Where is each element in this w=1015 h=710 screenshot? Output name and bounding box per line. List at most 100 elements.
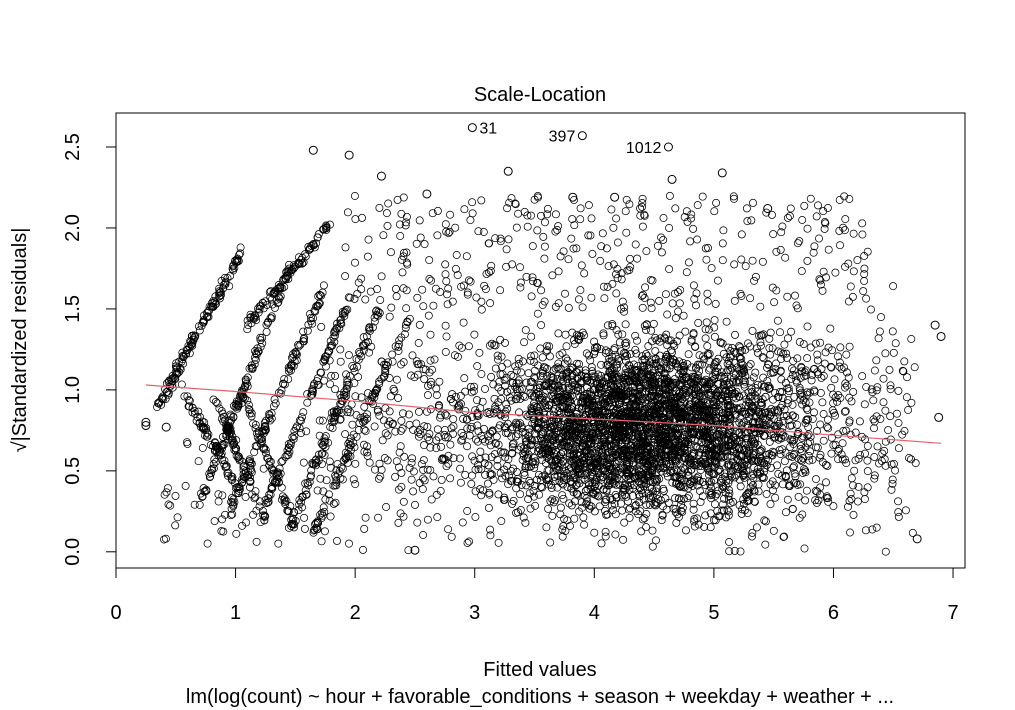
data-point — [555, 351, 564, 359]
data-point — [260, 418, 269, 427]
data-point — [361, 513, 370, 522]
data-point — [568, 328, 577, 337]
data-point — [842, 350, 851, 359]
data-point — [739, 367, 748, 375]
data-point — [702, 318, 711, 327]
data-point — [545, 433, 553, 442]
data-point — [674, 494, 683, 503]
data-point — [629, 360, 638, 369]
data-point — [197, 321, 206, 330]
data-point — [649, 434, 658, 442]
data-point — [204, 307, 213, 316]
data-point — [166, 379, 175, 388]
data-point — [171, 374, 179, 383]
data-point — [586, 485, 595, 494]
data-point — [262, 327, 271, 336]
data-point — [771, 481, 780, 490]
data-point — [331, 385, 339, 394]
data-point — [487, 372, 496, 381]
data-point — [551, 405, 560, 413]
data-point — [575, 360, 584, 369]
data-point — [349, 430, 358, 439]
data-point — [607, 366, 616, 374]
data-point — [608, 320, 617, 329]
data-point — [507, 370, 516, 379]
data-point — [674, 447, 683, 456]
data-point — [428, 365, 436, 374]
data-point — [756, 341, 765, 350]
data-point — [551, 364, 560, 373]
data-point — [580, 475, 589, 484]
data-point — [240, 462, 249, 471]
data-point — [466, 424, 475, 433]
data-point — [870, 417, 879, 426]
data-point — [313, 518, 322, 527]
data-point — [501, 382, 510, 390]
data-point — [489, 475, 498, 484]
data-point — [557, 449, 565, 458]
data-point — [695, 401, 704, 410]
data-point — [248, 364, 257, 373]
data-point — [679, 482, 688, 491]
data-point — [677, 379, 686, 388]
data-point — [673, 393, 682, 402]
data-point — [813, 487, 822, 496]
data-point — [392, 457, 401, 466]
data-point — [581, 454, 590, 463]
data-point — [326, 463, 335, 472]
data-point — [668, 468, 677, 477]
data-point — [333, 460, 342, 468]
data-point — [625, 513, 634, 522]
data-point — [239, 385, 248, 394]
data-point — [558, 532, 567, 541]
data-point — [381, 429, 390, 438]
data-point — [433, 513, 442, 522]
data-point — [561, 409, 570, 417]
data-point — [874, 334, 883, 343]
data-point — [344, 293, 353, 302]
data-point — [207, 469, 216, 478]
data-point — [494, 490, 503, 499]
data-point — [434, 403, 443, 412]
data-point — [397, 416, 406, 425]
data-point — [477, 432, 486, 440]
data-point — [556, 455, 565, 464]
data-point — [693, 443, 702, 451]
data-point — [435, 377, 444, 386]
data-point — [583, 377, 592, 385]
data-point — [531, 389, 540, 398]
data-point — [628, 466, 637, 475]
data-point — [660, 451, 668, 460]
data-point — [562, 392, 571, 401]
data-point — [385, 374, 394, 382]
data-point — [711, 407, 720, 416]
data-point — [722, 317, 731, 326]
data-point — [829, 502, 838, 511]
data-point — [255, 305, 264, 314]
data-point — [570, 446, 578, 455]
data-point — [313, 233, 322, 242]
data-point — [776, 450, 785, 458]
data-point — [717, 479, 726, 487]
data-point — [315, 299, 324, 308]
data-point — [185, 396, 194, 405]
data-point — [615, 338, 624, 347]
data-point — [801, 419, 810, 427]
data-point — [715, 372, 724, 381]
data-point — [838, 439, 847, 448]
data-point — [243, 396, 252, 405]
data-point — [602, 442, 611, 451]
data-point — [591, 422, 600, 431]
data-point — [769, 395, 778, 404]
data-point — [540, 439, 549, 448]
data-point — [419, 365, 428, 374]
data-point — [360, 440, 368, 449]
data-point — [841, 407, 850, 416]
data-point — [887, 460, 896, 469]
data-point — [475, 455, 484, 464]
data-point — [725, 547, 734, 556]
data-point — [703, 428, 712, 437]
data-point — [819, 436, 828, 445]
data-point — [614, 424, 623, 432]
data-point — [638, 401, 647, 410]
